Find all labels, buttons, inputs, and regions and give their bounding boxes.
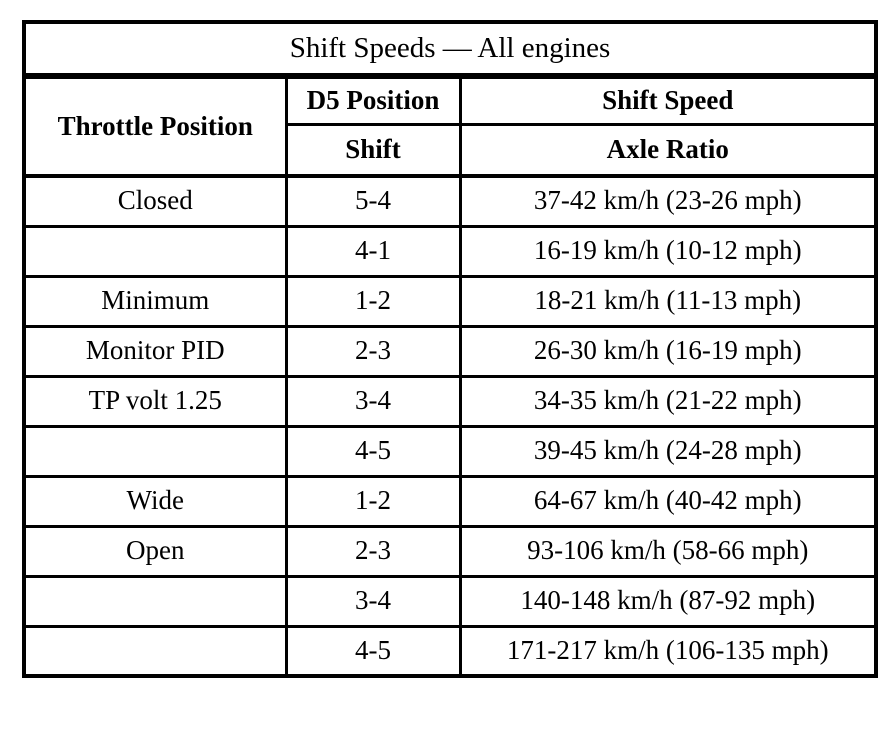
- speed-cell: 18-21 km/h (11-13 mph): [458, 274, 878, 328]
- speed-cell: 64-67 km/h (40-42 mph): [458, 474, 878, 528]
- table-row: Monitor PID 2-3 26-30 km/h (16-19 mph): [22, 324, 878, 377]
- throttle-cell: Minimum: [22, 274, 288, 328]
- speed-cell: 171-217 km/h (106-135 mph): [458, 624, 878, 678]
- table-row: 4-5 39-45 km/h (24-28 mph): [22, 424, 878, 478]
- shift-cell: 4-5: [284, 424, 462, 478]
- table-row: TP volt 1.25 3-4 34-35 km/h (21-22 mph): [22, 374, 878, 427]
- shift-cell: 2-3: [284, 324, 462, 377]
- table-row: Closed 5-4 37-42 km/h (23-26 mph): [22, 174, 878, 228]
- shift-cell: 3-4: [284, 374, 462, 427]
- column-header-axle-ratio: Axle Ratio: [458, 122, 878, 178]
- speed-cell: 34-35 km/h (21-22 mph): [458, 374, 878, 427]
- header-row-top: Throttle Position D5 Position Shift Spee…: [22, 74, 878, 178]
- shift-cell: 4-5: [284, 624, 462, 678]
- column-header-d5-position: D5 Position: [284, 74, 462, 125]
- table-row: 3-4 140-148 km/h (87-92 mph): [22, 574, 878, 627]
- shift-cell: 1-2: [284, 474, 462, 528]
- table-row: Open 2-3 93-106 km/h (58-66 mph): [22, 524, 878, 578]
- table-title: Shift Speeds — All engines: [22, 20, 878, 79]
- header-row-bottom: Shift Axle Ratio: [24, 122, 878, 178]
- speed-cell: 26-30 km/h (16-19 mph): [458, 324, 878, 377]
- throttle-cell: Wide: [22, 474, 288, 528]
- shift-speeds-table: Shift Speeds — All engines Throttle Posi…: [22, 20, 879, 678]
- speed-cell: 37-42 km/h (23-26 mph): [458, 174, 878, 228]
- speed-cell: 93-106 km/h (58-66 mph): [458, 524, 878, 578]
- table-title-row: Shift Speeds — All engines: [22, 20, 878, 79]
- column-header-shift-speed: Shift Speed: [458, 74, 878, 125]
- column-header-shift: Shift: [284, 122, 462, 178]
- shift-cell: 5-4: [284, 174, 462, 228]
- throttle-cell: Open: [22, 524, 288, 578]
- shift-cell: 2-3: [284, 524, 462, 578]
- throttle-cell: Monitor PID: [22, 324, 288, 377]
- throttle-cell: [22, 424, 288, 478]
- throttle-cell: Closed: [22, 174, 288, 228]
- table-row: 4-1 16-19 km/h (10-12 mph): [22, 224, 878, 278]
- throttle-cell: [22, 224, 288, 278]
- speed-cell: 16-19 km/h (10-12 mph): [458, 224, 878, 278]
- throttle-cell: [22, 574, 288, 627]
- column-header-throttle-position: Throttle Position: [22, 74, 288, 178]
- shift-cell: 1-2: [284, 274, 462, 328]
- table-row: Minimum 1-2 18-21 km/h (11-13 mph): [22, 274, 878, 328]
- speed-cell: 140-148 km/h (87-92 mph): [458, 574, 878, 627]
- table-row: Wide 1-2 64-67 km/h (40-42 mph): [22, 474, 878, 528]
- throttle-cell: TP volt 1.25: [22, 374, 288, 427]
- throttle-cell: [22, 624, 288, 678]
- speed-cell: 39-45 km/h (24-28 mph): [458, 424, 878, 478]
- shift-cell: 4-1: [284, 224, 462, 278]
- table-row: 4-5 171-217 km/h (106-135 mph): [22, 624, 878, 678]
- shift-cell: 3-4: [284, 574, 462, 627]
